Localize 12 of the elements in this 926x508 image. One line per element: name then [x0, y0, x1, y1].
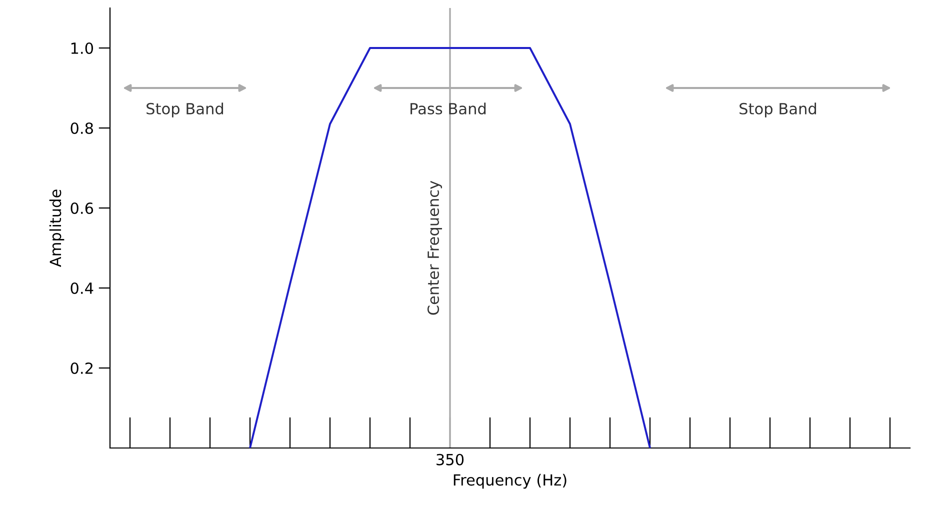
y-tick-label: 0.8: [70, 122, 93, 134]
y-axis-title: Amplitude: [49, 190, 64, 268]
y-tick-label: 0.6: [70, 202, 94, 214]
annotation: Pass Band: [410, 102, 486, 114]
ref-line-label: Center Frequency: [427, 180, 442, 315]
y-tick-label: 0.4: [70, 282, 94, 294]
y-tick-label: 0.2: [70, 362, 92, 374]
x-tick-label: 350: [436, 454, 464, 466]
x-axis-title: Frequency (Hz): [454, 474, 566, 489]
annotation: Stop Band: [740, 102, 816, 118]
annotation: Stop Band: [146, 102, 224, 118]
y-tick-label: 1.0: [71, 42, 94, 54]
